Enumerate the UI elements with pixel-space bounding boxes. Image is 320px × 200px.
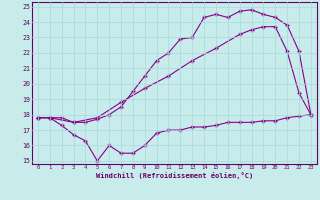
X-axis label: Windchill (Refroidissement éolien,°C): Windchill (Refroidissement éolien,°C) bbox=[96, 172, 253, 179]
